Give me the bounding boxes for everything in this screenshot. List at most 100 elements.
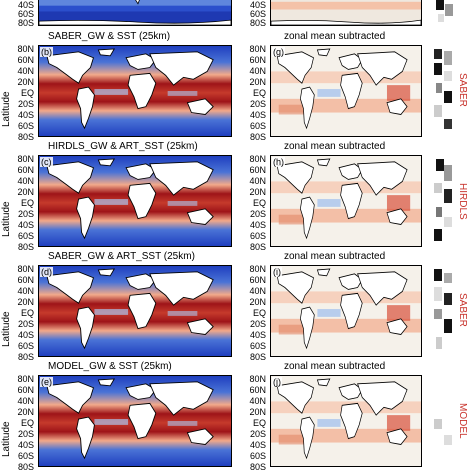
lat-label: 40S <box>17 219 34 230</box>
right-panel-title: zonal mean subtracted <box>284 141 386 152</box>
lat-label: 60S <box>249 340 266 351</box>
lat-label-60s-top-r: 60S <box>249 9 266 19</box>
lat-label: 40N <box>17 65 34 76</box>
lat-label: 80S <box>17 351 34 362</box>
left-panel-letter: (b) <box>40 47 53 57</box>
lat-label: 60N <box>249 385 266 395</box>
lat-label: 60N <box>17 385 34 395</box>
left-panel-letter: (c) <box>40 157 53 167</box>
lat-label: EQ <box>20 307 34 318</box>
side-bars <box>434 49 454 133</box>
lat-label: EQ <box>20 417 34 428</box>
lat-label: EQ <box>252 87 266 98</box>
lat-label: 60N <box>17 55 34 65</box>
lat-label: 20N <box>249 76 266 87</box>
right-panel-letter: (j) <box>272 377 282 387</box>
y-axis-label-1: Latitude <box>1 91 12 127</box>
lat-label: EQ <box>252 307 266 318</box>
top-partial-row: 40S 60S 80S 40S 60S 80S <box>0 0 474 28</box>
left-map <box>38 265 232 357</box>
lat-label: EQ <box>252 197 266 208</box>
lat-label: 20N <box>249 296 266 307</box>
lat-label: 40S <box>249 439 266 450</box>
lat-label: 60N <box>17 275 34 285</box>
lat-label: 80S <box>249 131 266 142</box>
y-axis-label-4: Latitude <box>1 421 12 457</box>
lat-label: 60N <box>249 55 266 65</box>
lat-label: 80S <box>249 351 266 362</box>
right-panel-letter: (h) <box>272 157 285 167</box>
lat-label: 80S <box>17 131 34 142</box>
side-dataset-label: SABER <box>457 73 468 107</box>
right-map <box>270 155 422 247</box>
lat-label: 20S <box>249 428 266 439</box>
lat-label: 60N <box>249 275 266 285</box>
lat-label: 80N <box>17 264 34 274</box>
lat-label: 40S <box>17 109 34 120</box>
right-map <box>270 375 422 467</box>
right-map <box>270 265 422 357</box>
lat-label: 60S <box>17 340 34 351</box>
lat-label: 20N <box>17 296 34 307</box>
lat-label: 40N <box>249 395 266 406</box>
figure-row: SABER_GW & SST (25km) zonal mean subtract… <box>0 31 474 141</box>
lat-label-80s-top: 80S <box>17 18 34 28</box>
lat-label: 80N <box>249 374 266 384</box>
lat-label: 80N <box>17 154 34 164</box>
lat-label: 80S <box>249 241 266 252</box>
lat-label: 20N <box>17 406 34 417</box>
side-bars <box>434 159 454 243</box>
lat-label: 20N <box>249 406 266 417</box>
right-panel-title: zonal mean subtracted <box>284 251 386 262</box>
top-right-map-crop <box>270 0 422 26</box>
left-panel-title: SABER_GW & SST (25km) <box>48 31 171 42</box>
lat-label: 20S <box>17 428 34 439</box>
lat-label: 80S <box>249 461 266 472</box>
lat-label: 60N <box>17 165 34 175</box>
side-dataset-label: SABER <box>457 293 468 327</box>
lat-label: 40N <box>249 65 266 76</box>
lat-label: 60S <box>17 230 34 241</box>
lat-label: 80N <box>17 44 34 54</box>
lat-label: 40S <box>17 329 34 340</box>
figure-row: HIRDLS_GW & ART_SST (25km) zonal mean sub… <box>0 141 474 251</box>
side-dataset-label: HIRDLS <box>457 183 468 220</box>
left-map <box>38 45 232 137</box>
lat-label: EQ <box>20 87 34 98</box>
left-map <box>38 155 232 247</box>
lat-label: 20S <box>17 318 34 329</box>
lat-label: 60N <box>249 165 266 175</box>
lat-label: 60S <box>249 230 266 241</box>
right-panel-letter: (g) <box>272 47 285 57</box>
lat-label: 20S <box>17 208 34 219</box>
lat-label: 40S <box>249 219 266 230</box>
right-panel-letter: (i) <box>272 267 282 277</box>
side-bars <box>434 269 454 353</box>
y-axis-label-2: Latitude <box>1 201 12 237</box>
lat-label: EQ <box>20 197 34 208</box>
lat-label: 20S <box>17 98 34 109</box>
right-panel-title: zonal mean subtracted <box>284 31 386 42</box>
top-side-bars <box>436 0 456 26</box>
lat-label: 60S <box>249 450 266 461</box>
lat-label: 40S <box>249 329 266 340</box>
left-panel-letter: (d) <box>40 267 53 277</box>
left-panel-title: MODEL_GW & SST (25km) <box>48 361 172 372</box>
lat-label: 40S <box>17 439 34 450</box>
lat-label: 40S <box>249 109 266 120</box>
y-axis-label-3: Latitude <box>1 311 12 347</box>
lat-label: 20S <box>249 208 266 219</box>
lat-label: 80N <box>249 44 266 54</box>
lat-label-40s-top: 40S <box>17 0 34 10</box>
lat-label: 80N <box>249 264 266 274</box>
right-map <box>270 45 422 137</box>
left-panel-title: HIRDLS_GW & ART_SST (25km) <box>48 141 198 152</box>
lat-label: 60S <box>17 450 34 461</box>
lat-label: 20N <box>17 186 34 197</box>
right-panel-title: zonal mean subtracted <box>284 361 386 372</box>
lat-label: 20S <box>249 318 266 329</box>
side-dataset-label: MODEL <box>457 403 468 439</box>
lat-label: 40N <box>249 175 266 186</box>
lat-label: 20N <box>249 186 266 197</box>
lat-label-40s-top-r: 40S <box>249 0 266 10</box>
